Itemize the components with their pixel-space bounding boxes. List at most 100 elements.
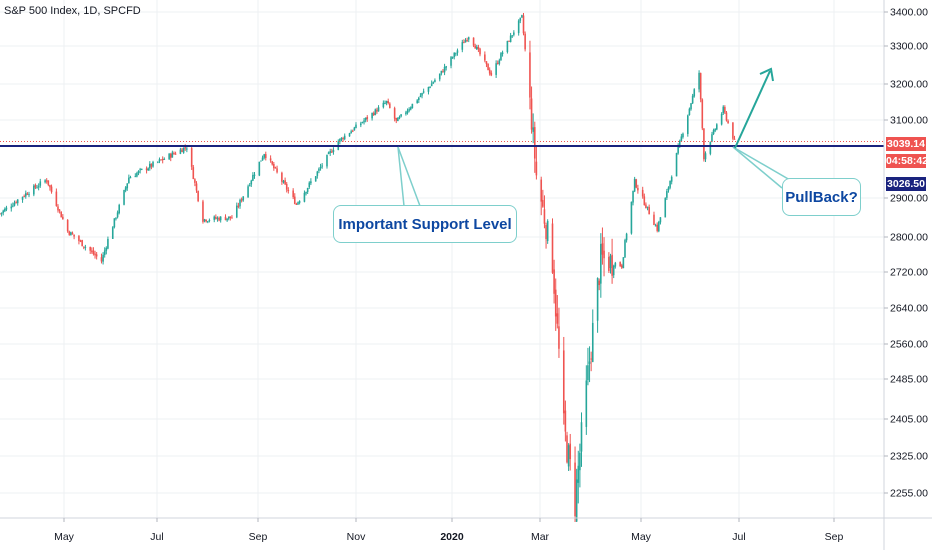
candle-body [600, 244, 602, 284]
candle-body [635, 179, 638, 188]
candle-body [258, 161, 261, 176]
candle-body [126, 183, 129, 189]
candle-body [331, 151, 333, 153]
candle-body [545, 225, 547, 240]
candle-body [0, 212, 3, 214]
candle-body [419, 95, 422, 97]
candle-body [316, 171, 319, 176]
candle-body [163, 158, 166, 160]
price-tick-label: 2405.00 [890, 414, 928, 426]
candle-body [295, 204, 298, 206]
candle-body [284, 180, 286, 185]
candle-body [587, 365, 589, 381]
candle-body [620, 265, 623, 268]
candle-body [24, 193, 27, 197]
candle-body [2, 210, 5, 213]
candle-body [158, 159, 161, 162]
candle-body [397, 117, 399, 122]
candle-body [440, 70, 443, 74]
candle-body [160, 159, 162, 161]
candle-body [361, 122, 364, 124]
candle-body [533, 127, 536, 159]
candle-body [197, 190, 199, 202]
candle-body [553, 269, 555, 294]
candle-body [360, 123, 362, 126]
candle-body [134, 176, 137, 178]
candle-body [667, 187, 670, 191]
candle-body [508, 40, 510, 42]
candle-body [709, 141, 712, 154]
candle-body [308, 182, 311, 188]
candle-body [438, 73, 441, 80]
candle-body [485, 61, 488, 65]
candle-body [724, 107, 726, 113]
candle-body [374, 109, 377, 115]
candle-body [442, 71, 444, 73]
candle-body [456, 50, 459, 53]
price-tick-label: 3100.00 [890, 115, 928, 127]
candle-body [168, 153, 170, 160]
candle-body [488, 69, 491, 74]
candle-body [712, 130, 715, 134]
candle-body [451, 57, 454, 59]
candle-body [714, 128, 716, 131]
candle-body [376, 109, 378, 112]
candle-body [149, 163, 151, 169]
candle-body [701, 99, 704, 129]
candle-body [5, 207, 8, 210]
candle-body [150, 163, 153, 167]
candle-body [92, 250, 95, 255]
candle-body [377, 107, 380, 112]
candle-body [82, 246, 85, 248]
candle-body [50, 186, 53, 193]
candle-body [171, 152, 174, 158]
candle-body [524, 33, 526, 50]
candle-body [248, 185, 251, 187]
candle-body [487, 63, 489, 71]
candle-body [216, 217, 219, 219]
candle-body [0, 213, 1, 215]
candle-body [115, 217, 117, 219]
candle-body [136, 172, 138, 177]
candle-body [733, 138, 736, 140]
candle-body [186, 148, 188, 150]
candle-body [247, 186, 249, 198]
time-tick-label: Mar [531, 531, 550, 543]
candle-body [206, 221, 209, 223]
candle-body [73, 234, 75, 237]
candle-body [656, 224, 659, 231]
candle-body [630, 201, 633, 234]
candle-body [532, 127, 534, 132]
time-tick-label: Jul [150, 531, 163, 543]
candle-body [511, 35, 514, 37]
candle-body [242, 196, 245, 201]
candle-body [484, 54, 486, 61]
candle-body [70, 232, 72, 236]
candle-body [306, 188, 309, 192]
price-tick-label: 3300.00 [890, 41, 928, 53]
candle-body [89, 246, 92, 251]
candle-body [342, 138, 344, 140]
candle-body [416, 100, 418, 104]
candle-body [464, 39, 467, 43]
candle-body [654, 225, 657, 227]
last-close-price-tag: 3039.14 [886, 137, 926, 151]
candle-body [641, 189, 644, 197]
candle-body [659, 217, 662, 223]
candle-body [466, 39, 468, 41]
candles [0, 12, 736, 522]
candle-body [513, 32, 515, 35]
candle-body [285, 183, 288, 190]
candle-body [678, 140, 681, 147]
support-price-tag: 3026.50 [886, 177, 926, 191]
candle-body [400, 114, 402, 117]
candle-body [387, 101, 390, 104]
candle-body [213, 216, 216, 220]
support-callout-pointer [397, 146, 446, 207]
candle-body [44, 180, 46, 183]
candle-body [429, 86, 431, 88]
candle-body [273, 164, 275, 169]
candle-body [36, 187, 38, 189]
candle-body [690, 103, 692, 110]
